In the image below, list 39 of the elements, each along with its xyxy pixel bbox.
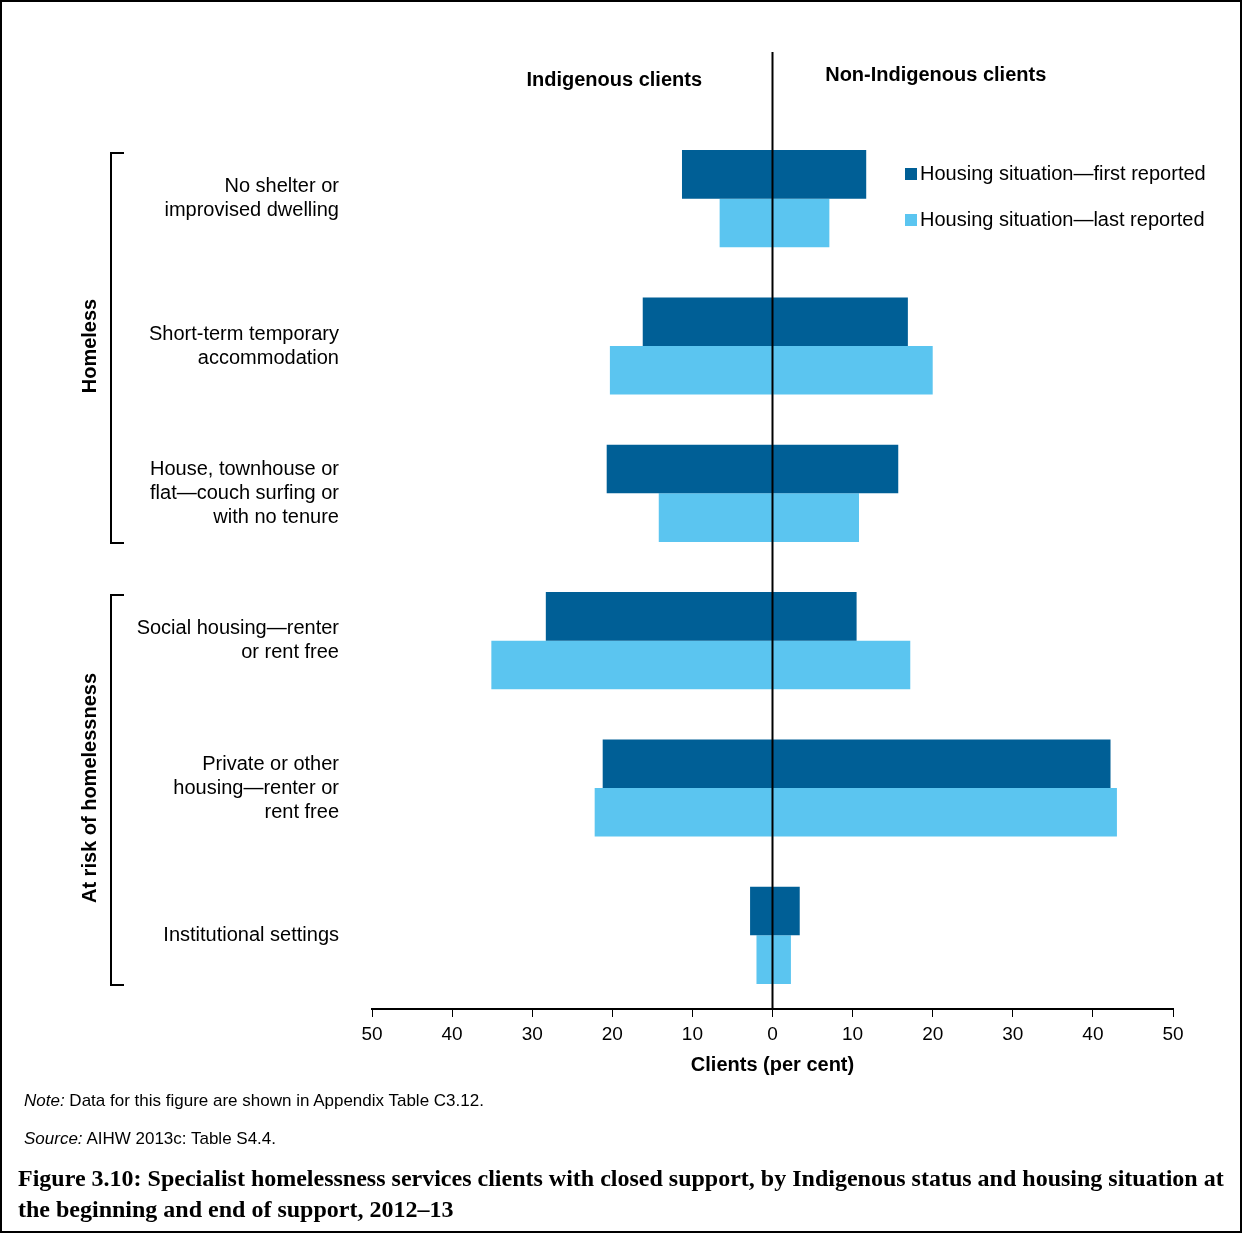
x-tick-label: 20 — [601, 1022, 623, 1044]
x-tick-label: 50 — [361, 1022, 383, 1044]
x-tick-label: 40 — [441, 1022, 463, 1044]
bar — [545, 592, 857, 641]
bar — [609, 346, 933, 395]
source-note: Source: AIHW 2013c: Table S4.4. — [24, 1129, 277, 1149]
y-tick-label: House, townhouse or flat—couch surfing or with no tenure — [149, 456, 340, 527]
bar — [681, 150, 867, 199]
x-tick-label: 40 — [1082, 1022, 1104, 1044]
x-tick-label: 10 — [681, 1022, 703, 1044]
x-tick-label: 50 — [1162, 1022, 1184, 1044]
x-tick-label: 30 — [1002, 1022, 1024, 1044]
bar — [491, 640, 911, 690]
x-axis-title: Clients (per cent) — [690, 1052, 855, 1075]
text: Homeless — [77, 298, 100, 394]
x-tick-label: 20 — [922, 1022, 944, 1044]
text: At risk of homelessness — [77, 672, 100, 904]
legend-label: Housing situation—last reported — [920, 207, 1205, 230]
x-tick-label: 10 — [842, 1022, 864, 1044]
bar — [756, 935, 791, 984]
y-tick-label: Private or other housing—renter or rent free — [173, 751, 340, 822]
y-tick-label: No shelter or improvised dwelling — [164, 174, 340, 221]
bar — [642, 297, 908, 346]
y-tick-label: Social housing—renter or rent free — [136, 616, 340, 663]
text: Figure 3.10: Specialist homelessness services clients with closed support, by Indigenous status and housing situation at the beginning and end of support, 2012–13 — [18, 1164, 1225, 1225]
text: Note: Data for this figure are shown in Appendix Table C3.12. — [24, 1091, 485, 1111]
annotation: Indigenous clients — [526, 67, 703, 90]
y-tick-label: Short-term temporary accommodation — [148, 321, 339, 368]
bar — [602, 739, 1111, 788]
bar — [750, 886, 800, 936]
annotation: Non-Indigenous clients — [825, 62, 1047, 85]
bar — [658, 493, 860, 542]
y-tick-label: Institutional settings — [163, 922, 339, 945]
bar — [606, 444, 899, 494]
bar — [719, 198, 830, 248]
x-tick-label: 0 — [767, 1022, 778, 1044]
x-tick-label: 30 — [521, 1022, 543, 1044]
legend-label: Housing situation—first reported — [920, 161, 1206, 184]
bar — [594, 788, 1117, 837]
